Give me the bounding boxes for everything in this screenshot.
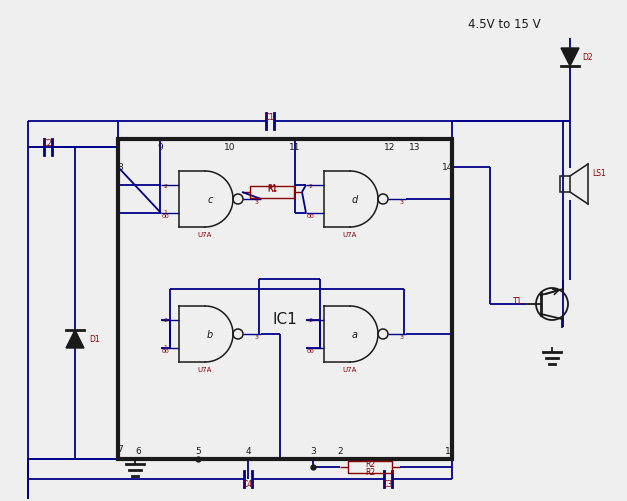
Text: 4: 4 (245, 446, 251, 455)
Text: 12: 12 (384, 143, 396, 152)
Text: C4: C4 (243, 479, 253, 488)
Text: 9: 9 (157, 143, 163, 152)
Text: 8: 8 (117, 163, 123, 172)
Text: C1: C1 (265, 113, 275, 122)
Text: 2: 2 (308, 183, 312, 188)
Text: D1: D1 (89, 335, 100, 344)
Text: 00: 00 (161, 213, 169, 218)
Text: U7A: U7A (198, 366, 212, 372)
Bar (560, 177, 570, 192)
Text: 3: 3 (310, 446, 316, 455)
Text: R2: R2 (365, 459, 375, 468)
Text: 5: 5 (195, 446, 201, 455)
Text: b: b (207, 329, 213, 339)
Text: 00: 00 (161, 348, 169, 353)
Text: C3: C3 (383, 479, 393, 488)
Text: 2: 2 (337, 446, 343, 455)
Text: 4.5V to 15 V: 4.5V to 15 V (468, 18, 540, 31)
Text: 1: 1 (163, 209, 167, 214)
Text: D2: D2 (582, 54, 593, 63)
Text: 6: 6 (135, 446, 141, 455)
Text: 2: 2 (308, 318, 312, 323)
Text: c: c (208, 194, 213, 204)
Text: U7A: U7A (343, 231, 357, 237)
Text: LS1: LS1 (592, 169, 606, 178)
Text: IC1: IC1 (273, 312, 297, 327)
Text: 3: 3 (400, 334, 404, 339)
Text: d: d (352, 194, 358, 204)
Text: 1: 1 (163, 344, 167, 349)
Text: 2: 2 (163, 183, 167, 188)
Text: 3: 3 (255, 334, 259, 339)
Text: a: a (352, 329, 358, 339)
Text: 2: 2 (163, 318, 167, 323)
Text: 13: 13 (409, 143, 421, 152)
Text: R2: R2 (365, 467, 375, 476)
Text: R1: R1 (267, 184, 277, 192)
Text: 00: 00 (306, 213, 314, 218)
Text: T1: T1 (513, 296, 522, 305)
Text: 10: 10 (224, 143, 236, 152)
Text: 3: 3 (400, 199, 404, 204)
Text: 00: 00 (306, 348, 314, 353)
Polygon shape (561, 49, 579, 67)
Text: 14: 14 (442, 163, 454, 172)
Text: C2: C2 (43, 139, 53, 148)
Text: R1: R1 (267, 185, 277, 193)
Bar (118, 140, 452, 459)
Text: 3: 3 (255, 199, 259, 204)
Text: U7A: U7A (198, 231, 212, 237)
Text: 1: 1 (445, 446, 451, 455)
Polygon shape (66, 330, 84, 348)
Text: 11: 11 (289, 143, 301, 152)
Text: 7: 7 (117, 444, 123, 453)
Text: U7A: U7A (343, 366, 357, 372)
